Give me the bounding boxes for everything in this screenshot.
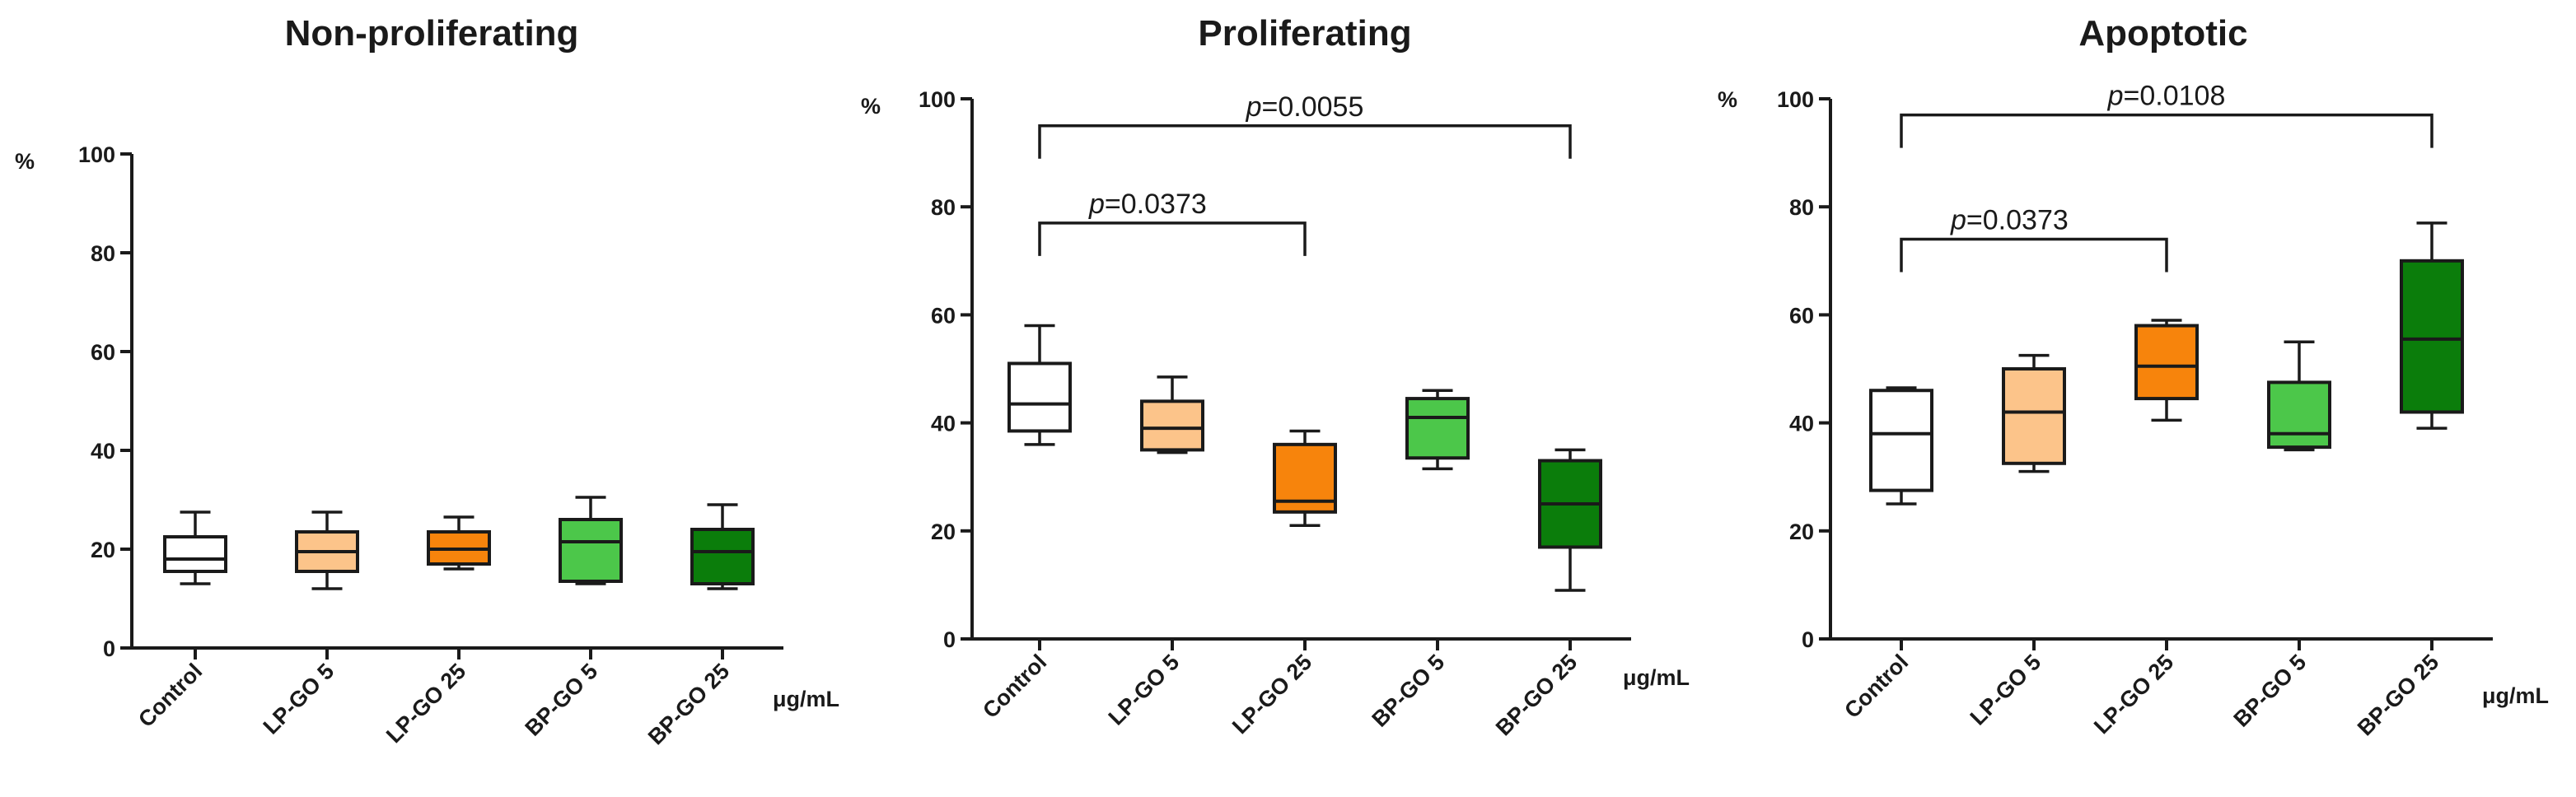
y-tick-label: 0	[1802, 627, 1814, 652]
p-value: =0.0055	[1262, 91, 1364, 123]
box-4	[2400, 221, 2464, 430]
significance-bracket: p=0.0108	[1900, 81, 2433, 148]
p-value: =0.0108	[2124, 81, 2226, 112]
x-unit-label: μg/mL	[2482, 683, 2549, 708]
y-tick-label: 80	[1789, 195, 1814, 220]
y-tick-label: 60	[931, 303, 956, 328]
box-iqr	[559, 518, 623, 583]
y-tick-label: 20	[1789, 520, 1814, 544]
panel-1: Proliferating% 0 20 40 60 80 100 Control LP-GO 5…	[861, 13, 1690, 740]
bracket-line	[1038, 221, 1307, 256]
p-symbol: p	[1246, 91, 1262, 123]
box-2	[2134, 319, 2199, 422]
box-iqr	[2134, 324, 2199, 401]
x-category-label: Control	[978, 650, 1051, 723]
box-1	[1140, 375, 1204, 454]
box-iqr	[1405, 397, 1470, 460]
box-4	[1538, 448, 1602, 592]
x-category-label: BP-GO 25	[643, 659, 734, 749]
box-iqr	[2400, 259, 2464, 414]
box-iqr	[1140, 399, 1204, 452]
p-value-label: p=0.0373	[1950, 205, 2069, 236]
bracket-line	[1038, 124, 1572, 159]
x-category-label: BP-GO 5	[1367, 650, 1450, 732]
x-category-label: BP-GO 25	[1491, 650, 1582, 740]
x-category-label: LP-GO 25	[2089, 650, 2178, 739]
y-axis-label: %	[1718, 87, 1737, 112]
p-value-label: p=0.0055	[1246, 91, 1364, 123]
significance-bracket: p=0.0373	[1038, 189, 1307, 256]
box-4	[690, 503, 755, 590]
panel-2: Apoptotic% 0 20 40 60 80 100 Control LP-GO 5 LP-G…	[1718, 13, 2549, 740]
y-tick-label: 100	[919, 87, 956, 112]
box-iqr	[690, 528, 755, 585]
y-axis-label: %	[861, 94, 881, 119]
x-category-label: BP-GO 25	[2353, 650, 2443, 740]
panel-title: Apoptotic	[2078, 13, 2247, 54]
box-iqr	[1007, 361, 1072, 433]
p-symbol: p	[1088, 189, 1105, 220]
box-iqr	[1869, 389, 1933, 492]
x-category-label: Control	[1840, 650, 1913, 723]
box-2	[427, 515, 491, 571]
y-tick-label: 0	[943, 627, 956, 652]
box-0	[163, 510, 227, 585]
x-category-label: LP-GO 25	[381, 659, 470, 748]
box-1	[2002, 353, 2066, 473]
panel-title: Non-proliferating	[285, 13, 579, 54]
box-3	[2267, 340, 2331, 452]
box-3	[1405, 389, 1470, 471]
box-iqr	[163, 535, 227, 573]
box-1	[295, 510, 359, 590]
x-unit-label: μg/mL	[1623, 665, 1690, 690]
box-iqr	[2267, 380, 2331, 450]
significance-bracket: p=0.0373	[1900, 205, 2168, 273]
box-2	[1273, 429, 1337, 527]
p-value-label: p=0.0373	[1088, 189, 1207, 220]
x-category-label: LP-GO 5	[1104, 650, 1185, 730]
x-category-label: BP-GO 5	[2229, 650, 2312, 732]
x-unit-label: μg/mL	[773, 687, 839, 711]
p-value-label: p=0.0108	[2107, 81, 2226, 112]
x-category-label: LP-GO 5	[259, 659, 339, 739]
y-tick-label: 40	[91, 439, 115, 464]
bracket-line	[1900, 113, 2433, 148]
y-tick-label: 100	[78, 142, 115, 167]
box-0	[1869, 386, 1933, 506]
box-3	[559, 496, 623, 585]
y-tick-label: 100	[1777, 87, 1814, 112]
x-category-label: LP-GO 25	[1227, 650, 1316, 739]
p-symbol: p	[2107, 81, 2124, 112]
p-symbol: p	[1950, 205, 1966, 236]
panel-title: Proliferating	[1198, 13, 1411, 54]
panel-0: Non-proliferating% 0 20 40 60 80 100 Control LP-…	[15, 13, 839, 749]
y-tick-label: 80	[931, 195, 956, 220]
y-tick-label: 20	[931, 520, 956, 544]
y-tick-label: 80	[91, 241, 115, 266]
y-tick-label: 20	[91, 538, 115, 562]
y-axis-label: %	[15, 149, 35, 174]
x-category-label: LP-GO 5	[1966, 650, 2046, 730]
y-tick-label: 40	[1789, 412, 1814, 436]
box-0	[1007, 324, 1072, 446]
x-category-label: BP-GO 5	[521, 659, 603, 741]
box-iqr	[2002, 367, 2066, 465]
y-tick-label: 60	[1789, 303, 1814, 328]
p-value: =0.0373	[1105, 189, 1207, 220]
significance-bracket: p=0.0055	[1038, 91, 1572, 159]
bracket-line	[1900, 237, 2168, 273]
y-tick-label: 0	[103, 636, 115, 661]
y-tick-label: 60	[91, 340, 115, 365]
y-tick-label: 40	[931, 412, 956, 436]
x-category-label: Control	[133, 659, 207, 732]
p-value: =0.0373	[1966, 205, 2069, 236]
